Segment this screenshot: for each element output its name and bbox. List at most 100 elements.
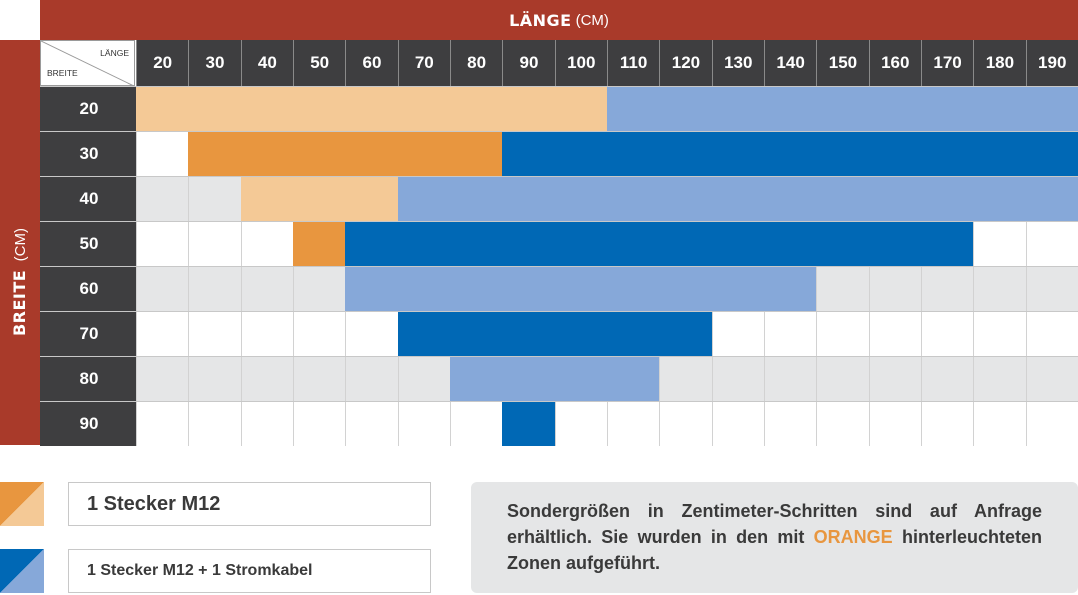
grid-cell-60x80: [449, 267, 503, 311]
grid-cell-60x20: [136, 267, 189, 311]
grid-cell-40x30: [188, 177, 241, 221]
row-header-70: 70: [40, 312, 136, 356]
grid-cell-70x90: [502, 312, 555, 356]
grid-cell-80x70: [397, 357, 450, 401]
column-header-190: 190: [1025, 40, 1078, 86]
grid-cell-30x190: [1025, 132, 1078, 176]
grid-row-20: 20: [40, 86, 1078, 131]
laenge-header-bar: LÄNGE (CM): [40, 0, 1078, 40]
breite-unit: (CM): [12, 227, 29, 262]
grid-cell-20x60: [345, 87, 398, 131]
grid-cell-50x190: [1025, 222, 1078, 266]
grid-cell-80x50: [292, 357, 346, 401]
column-header-70: 70: [397, 40, 450, 86]
laenge-title: LÄNGE: [509, 10, 572, 30]
grid-cell-30x40: [240, 132, 293, 176]
note-text-after: hinterleuchteten Zonen aufgeführt.: [507, 527, 1042, 573]
grid-cell-60x30: [188, 267, 241, 311]
row-header-60: 60: [40, 267, 136, 311]
grid-cell-90x180: [973, 402, 1026, 446]
grid-cell-30x130: [711, 132, 764, 176]
grid-cell-70x130: [711, 312, 764, 356]
info-note-text: Sondergrößen in Zentimeter-Schritten sin…: [507, 498, 1042, 576]
grid-cell-70x150: [816, 312, 869, 356]
grid-cell-40x160: [868, 177, 921, 221]
grid-cell-70x60: [345, 312, 398, 356]
grid-cell-40x50: [292, 177, 346, 221]
grid-cell-20x120: [659, 87, 712, 131]
grid-cell-70x80: [449, 312, 503, 356]
grid-cell-90x80: [449, 402, 503, 446]
grid-cell-30x100: [554, 132, 607, 176]
grid-cell-90x190: [1025, 402, 1078, 446]
grid-cell-90x110: [606, 402, 660, 446]
grid-cell-50x100: [554, 222, 607, 266]
breite-side-bar: BREITE (CM): [0, 40, 40, 445]
grid-cell-70x110: [606, 312, 660, 356]
grid-cell-20x130: [711, 87, 764, 131]
grid-cell-70x20: [136, 312, 189, 356]
breite-title: BREITE: [10, 269, 29, 337]
grid-cell-30x20: [136, 132, 189, 176]
grid-row-80: 80: [40, 356, 1078, 401]
grid-cell-80x20: [136, 357, 189, 401]
grid-cell-70x190: [1025, 312, 1078, 356]
grid-cell-20x50: [292, 87, 346, 131]
grid-cell-30x140: [763, 132, 817, 176]
grid-cell-30x120: [659, 132, 712, 176]
column-header-40: 40: [240, 40, 293, 86]
grid-cell-30x50: [292, 132, 346, 176]
laenge-unit: (CM): [575, 11, 609, 29]
column-header-30: 30: [188, 40, 241, 86]
grid-cell-60x120: [659, 267, 712, 311]
column-header-20: 20: [136, 40, 189, 86]
grid-cell-30x70: [397, 132, 450, 176]
info-note: Sondergrößen in Zentimeter-Schritten sin…: [471, 482, 1078, 593]
grid-cell-80x130: [711, 357, 764, 401]
legend-orange-swatch: [0, 482, 44, 526]
grid-cell-80x140: [763, 357, 817, 401]
grid-row-40: 40: [40, 176, 1078, 221]
grid-cell-70x100: [554, 312, 607, 356]
grid-cell-50x90: [502, 222, 555, 266]
grid-cell-20x180: [973, 87, 1026, 131]
grid-cell-40x190: [1025, 177, 1078, 221]
grid-cell-40x100: [554, 177, 607, 221]
grid-cell-80x40: [240, 357, 293, 401]
grid-cell-30x60: [345, 132, 398, 176]
grid-cell-30x80: [449, 132, 503, 176]
grid-cell-70x30: [188, 312, 241, 356]
grid-cell-80x100: [554, 357, 607, 401]
grid-cell-20x150: [816, 87, 869, 131]
grid-cell-60x110: [606, 267, 660, 311]
grid-cell-20x70: [397, 87, 450, 131]
grid-cell-90x120: [659, 402, 712, 446]
row-header-20: 20: [40, 87, 136, 131]
column-header-120: 120: [659, 40, 712, 86]
grid-cell-60x100: [554, 267, 607, 311]
corner-breite-label: BREITE: [47, 68, 78, 78]
grid-cell-90x140: [763, 402, 817, 446]
legend-item-stecker-m12: 1 Stecker M12: [68, 482, 431, 526]
grid-cell-20x190: [1025, 87, 1078, 131]
grid-row-60: 60: [40, 266, 1078, 311]
grid-cell-70x40: [240, 312, 293, 356]
grid-cell-50x140: [763, 222, 817, 266]
grid-cell-70x170: [920, 312, 974, 356]
grid-cell-20x110: [606, 87, 660, 131]
column-header-60: 60: [345, 40, 398, 86]
grid-cell-60x130: [711, 267, 764, 311]
grid-cell-60x90: [502, 267, 555, 311]
grid-cell-50x60: [345, 222, 398, 266]
grid-cell-50x160: [868, 222, 921, 266]
row-header-90: 90: [40, 402, 136, 446]
grid-cell-80x110: [606, 357, 660, 401]
legend-item-stecker-m12-stromkabel: 1 Stecker M12 + 1 Stromkabel: [68, 549, 431, 593]
size-grid: 20 30 40 50 60 70 80 90: [40, 86, 1078, 446]
grid-cell-20x140: [763, 87, 817, 131]
grid-cell-90x150: [816, 402, 869, 446]
grid-cell-50x170: [920, 222, 974, 266]
grid-cell-90x160: [868, 402, 921, 446]
grid-cell-50x70: [397, 222, 450, 266]
grid-cell-90x70: [397, 402, 450, 446]
